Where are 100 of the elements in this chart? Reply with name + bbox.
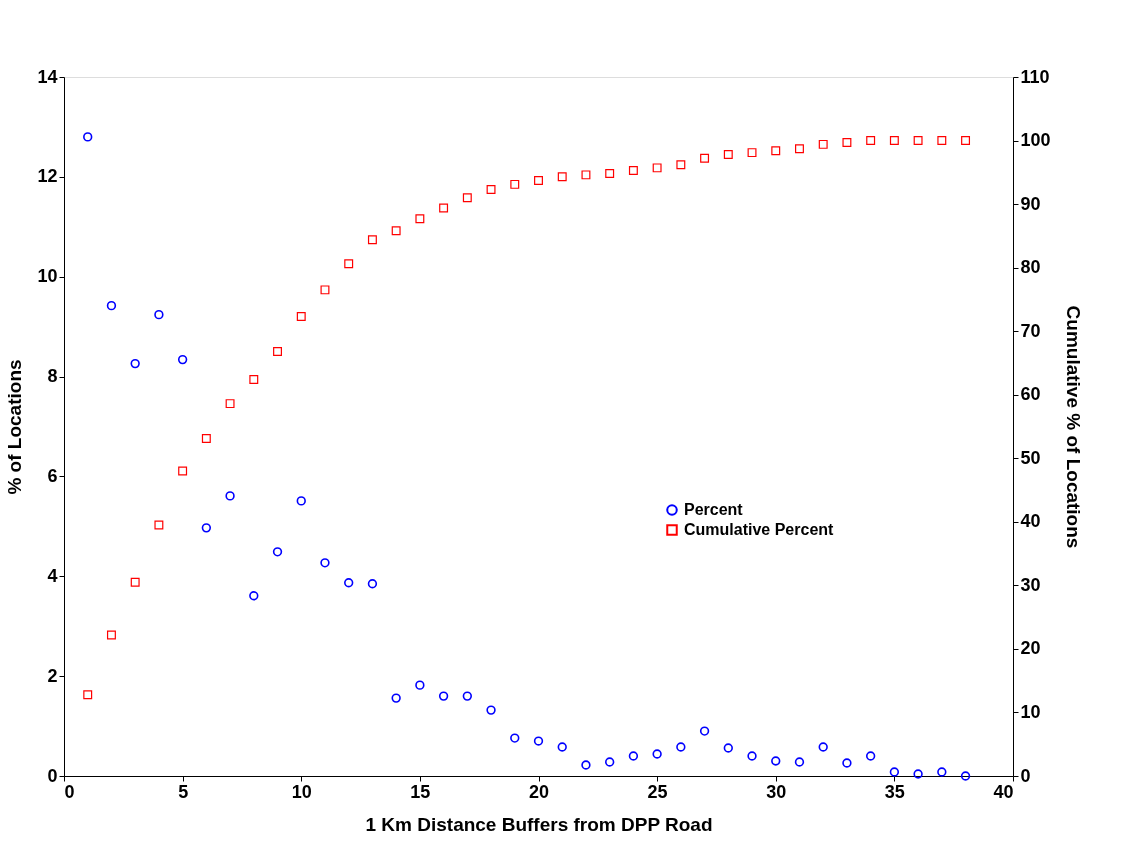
point bbox=[961, 136, 971, 146]
point bbox=[130, 577, 140, 587]
x-tick-label: 20 bbox=[528, 781, 550, 802]
point bbox=[533, 736, 544, 746]
y2-tick-label: 90 bbox=[1020, 193, 1041, 214]
y2-tick-label: 30 bbox=[1020, 574, 1041, 595]
point bbox=[628, 165, 638, 175]
point bbox=[83, 132, 93, 142]
point bbox=[249, 591, 259, 601]
point bbox=[296, 496, 306, 506]
point bbox=[296, 312, 306, 322]
y-tick-label: 0 bbox=[47, 765, 58, 786]
point bbox=[581, 760, 591, 770]
y2-tick-label: 40 bbox=[1020, 511, 1041, 532]
y2-tick-label: 10 bbox=[1020, 701, 1041, 722]
y2-tick-label: 0 bbox=[1020, 765, 1031, 786]
point bbox=[937, 136, 947, 146]
x-tick-label: 0 bbox=[64, 781, 75, 802]
point bbox=[605, 169, 615, 179]
x-axis-title: 1 Km Distance Buffers from DPP Road bbox=[365, 813, 713, 835]
x-tick-label: 10 bbox=[291, 781, 312, 802]
point bbox=[795, 144, 804, 154]
point bbox=[557, 172, 567, 182]
point bbox=[605, 757, 615, 767]
point bbox=[723, 150, 733, 159]
point bbox=[177, 354, 188, 365]
point bbox=[676, 742, 686, 752]
point bbox=[486, 185, 496, 194]
point bbox=[154, 520, 164, 530]
y-tick-label: 2 bbox=[47, 665, 58, 686]
point bbox=[462, 691, 472, 701]
y2-tick-label: 50 bbox=[1020, 447, 1041, 468]
y-tick-label: 6 bbox=[47, 465, 58, 486]
point bbox=[889, 136, 899, 146]
x-tick-label: 35 bbox=[884, 781, 905, 802]
point bbox=[367, 579, 378, 589]
y2-tick-label: 60 bbox=[1020, 384, 1041, 405]
point bbox=[344, 259, 354, 269]
point bbox=[842, 137, 852, 147]
point bbox=[960, 771, 971, 781]
point bbox=[771, 146, 781, 156]
point bbox=[201, 434, 211, 444]
point bbox=[747, 751, 757, 761]
y-tick-label: 12 bbox=[37, 166, 58, 187]
point bbox=[486, 705, 496, 715]
point bbox=[652, 749, 662, 759]
point bbox=[700, 153, 710, 163]
y2-tick-label: 20 bbox=[1020, 638, 1041, 659]
point bbox=[866, 136, 876, 146]
y2-tick-label: 110 bbox=[1020, 66, 1050, 87]
point bbox=[130, 358, 140, 369]
point bbox=[178, 466, 188, 476]
point bbox=[865, 751, 876, 761]
y-tick-label: 14 bbox=[37, 66, 58, 87]
y-tick-label: 4 bbox=[47, 565, 58, 586]
point bbox=[723, 743, 733, 753]
point bbox=[771, 756, 781, 766]
y-tick-label: 10 bbox=[37, 266, 58, 287]
point bbox=[320, 558, 330, 568]
x-tick-label: 30 bbox=[766, 781, 787, 802]
point bbox=[391, 226, 401, 236]
point bbox=[272, 547, 283, 557]
y-tick-label: 8 bbox=[47, 366, 58, 387]
point bbox=[367, 235, 377, 245]
point bbox=[273, 347, 282, 356]
y2-tick-label: 70 bbox=[1020, 320, 1041, 341]
x-tick-label: 40 bbox=[993, 781, 1014, 802]
x-tick-label: 25 bbox=[647, 781, 668, 802]
point bbox=[510, 733, 520, 743]
y2-axis-title: Cumulative % of Locations bbox=[1062, 305, 1084, 549]
point bbox=[818, 742, 828, 752]
point bbox=[249, 375, 259, 384]
point bbox=[225, 399, 235, 409]
point bbox=[201, 523, 212, 533]
point bbox=[889, 767, 900, 777]
x-tick-label: 5 bbox=[178, 781, 189, 802]
legend-label: Cumulative Percent bbox=[684, 521, 835, 538]
point bbox=[557, 742, 567, 752]
point bbox=[937, 767, 947, 777]
point bbox=[320, 285, 330, 295]
point bbox=[794, 757, 805, 767]
point bbox=[391, 693, 401, 703]
point bbox=[747, 148, 757, 158]
point bbox=[439, 203, 449, 213]
legend-label: Percent bbox=[684, 501, 744, 518]
point bbox=[628, 751, 639, 761]
point bbox=[415, 680, 425, 690]
point bbox=[842, 758, 852, 768]
point bbox=[225, 491, 235, 501]
point bbox=[83, 690, 93, 700]
point bbox=[106, 630, 116, 640]
point bbox=[415, 214, 425, 224]
y2-tick-label: 100 bbox=[1020, 130, 1051, 151]
point bbox=[699, 726, 710, 736]
point bbox=[913, 136, 923, 146]
point bbox=[344, 578, 354, 588]
point bbox=[462, 193, 472, 203]
point bbox=[652, 163, 662, 173]
point bbox=[438, 691, 449, 701]
point bbox=[676, 160, 686, 170]
